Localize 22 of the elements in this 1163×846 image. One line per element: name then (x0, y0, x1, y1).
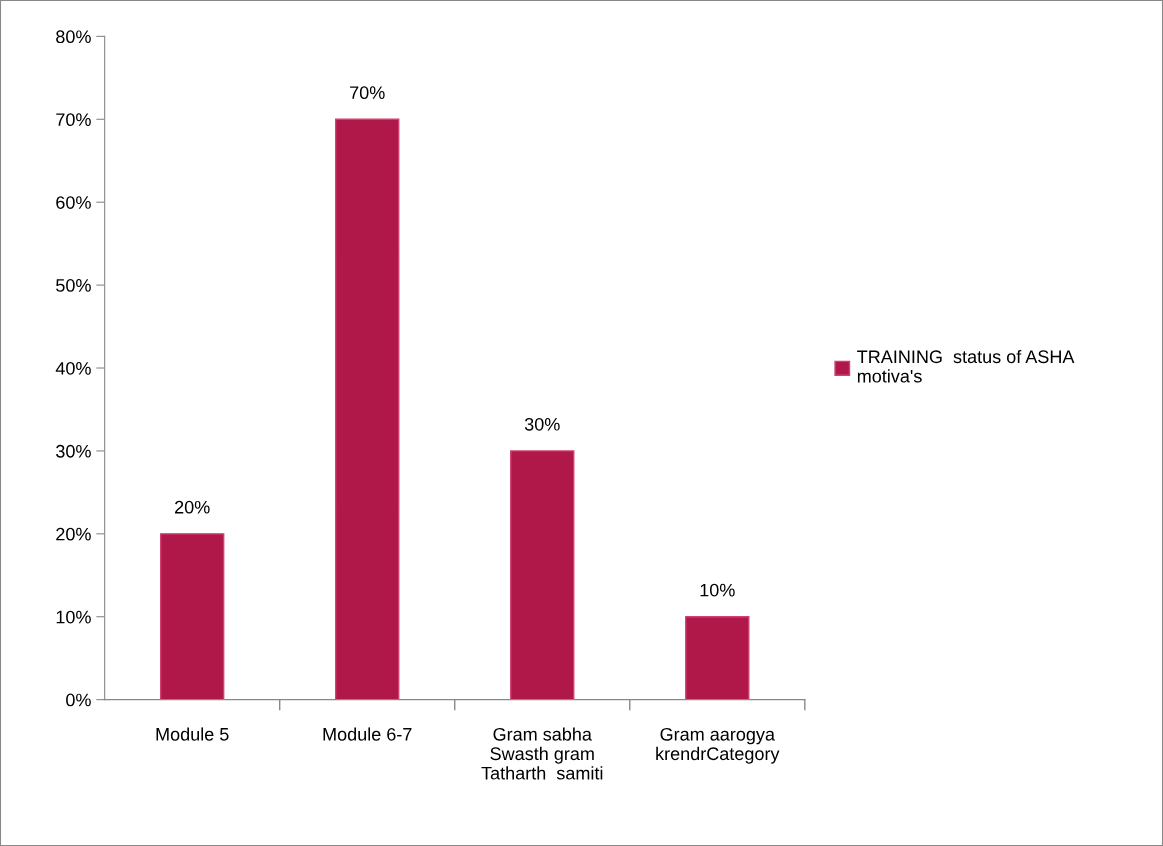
bar (685, 616, 750, 700)
x-tick-label: Gram aarogya krendrCategory (656, 727, 780, 764)
y-tick-label: 80% (56, 30, 91, 44)
bar (510, 450, 575, 700)
text: 20% (175, 500, 210, 514)
bar (335, 118, 400, 700)
legend-label: TRAINING status of ASHA motiva's (857, 349, 1075, 383)
y-tick-label: 70% (56, 113, 91, 127)
x-tick-label: Module 5 (156, 727, 229, 741)
y-tick-label: 50% (56, 279, 91, 292)
x-tick-label: Gram sabha Swasth gram Tatharth samiti (481, 727, 603, 780)
y-tick-label: 40% (55, 361, 91, 375)
y-tick-label: 20% (56, 527, 91, 541)
text: 70% (350, 86, 385, 100)
x-tick-label: Module 6-7 (323, 727, 412, 741)
y-tick-label: 10% (56, 610, 91, 624)
y-tick-label: 60% (56, 196, 91, 209)
y-tick-label: 0% (66, 693, 91, 707)
bar (159, 533, 225, 700)
text: 10% (700, 583, 735, 597)
text: 30% (524, 417, 560, 431)
y-tick-label: 30% (56, 444, 91, 458)
